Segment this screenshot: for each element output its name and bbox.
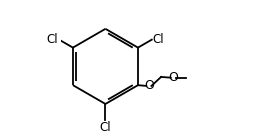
Text: Cl: Cl <box>152 33 164 46</box>
Text: Cl: Cl <box>100 121 111 134</box>
Text: O: O <box>144 79 154 92</box>
Text: O: O <box>168 71 178 84</box>
Text: Cl: Cl <box>47 33 58 46</box>
